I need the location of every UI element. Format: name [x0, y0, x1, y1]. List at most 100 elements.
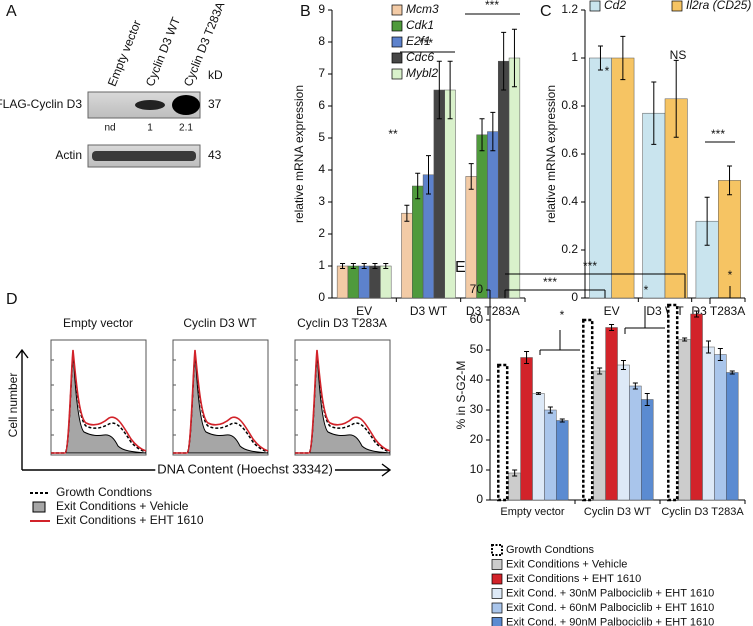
error-bar	[512, 469, 518, 477]
error-bar	[372, 262, 378, 270]
error-bar	[705, 340, 711, 354]
y-axis-label: % in S-G2-M	[454, 361, 468, 430]
annotation: *	[605, 64, 610, 78]
error-bar	[717, 348, 723, 361]
legend-label: Exit Cond. + 90nM Palbociclib + EHT 1610	[506, 616, 714, 626]
bar	[508, 472, 521, 501]
legend-swatch	[391, 4, 403, 16]
panel-label: B	[300, 3, 311, 20]
annotation: *	[644, 283, 649, 297]
bar	[690, 313, 703, 501]
row-label: Actin	[55, 148, 82, 162]
bar	[336, 265, 349, 299]
x-tick-label: D3 WT	[646, 304, 684, 318]
legend-swatch	[391, 20, 403, 32]
annotation: NS	[670, 48, 687, 62]
error-bar	[547, 406, 553, 414]
lane-label: Cyclin D3 WT	[143, 14, 184, 88]
y-tick-label: 0	[318, 290, 325, 304]
bar	[433, 89, 445, 299]
error-bar	[404, 204, 410, 222]
y-tick-label: 1.2	[561, 2, 578, 16]
y-axis-label: relative mRNA expression	[292, 85, 306, 223]
error-bar	[524, 351, 530, 364]
histogram-title: Cyclin D3 WT	[183, 316, 257, 330]
y-tick-label: 1	[318, 258, 325, 272]
legend-label: Mybl2	[406, 66, 438, 80]
quant: nd	[104, 123, 115, 134]
y-tick-label: 0.8	[561, 98, 578, 112]
bar	[508, 57, 521, 299]
bar	[401, 212, 413, 299]
legend-swatch	[491, 544, 503, 556]
unit-label: kD	[208, 68, 223, 82]
error-bar	[350, 262, 356, 270]
y-tick-label: 0.2	[561, 242, 578, 256]
histogram-title: Empty vector	[63, 316, 133, 330]
bar	[497, 363, 509, 502]
band	[135, 100, 165, 110]
error-bar	[620, 35, 626, 81]
bar	[465, 176, 477, 299]
error-bar	[535, 392, 541, 395]
error-bar	[673, 59, 679, 138]
error-bar	[415, 172, 421, 200]
y-tick-label: 8	[318, 34, 325, 48]
legend-swatch	[491, 573, 503, 585]
bar	[380, 265, 392, 299]
legend-swatch	[589, 0, 601, 12]
panel-label: C	[540, 3, 552, 20]
bar	[714, 354, 727, 501]
legend-label: Cdc6	[406, 50, 434, 64]
bar	[520, 357, 533, 501]
panel-label: A	[6, 3, 17, 20]
error-bar	[597, 45, 603, 71]
quant: 1	[147, 123, 153, 134]
error-bar	[511, 28, 517, 88]
bar	[544, 409, 557, 501]
y-tick-label: 7	[318, 66, 325, 80]
y-axis-label: relative mRNA expression	[544, 85, 558, 223]
legend-label: Mcm3	[406, 2, 439, 16]
bar	[358, 265, 370, 299]
y-tick-label: 20	[470, 432, 484, 446]
bar	[582, 318, 594, 502]
error-bar	[383, 262, 389, 270]
y-tick-label: 0.4	[561, 194, 578, 208]
legend-swatch	[491, 559, 503, 570]
bar	[556, 420, 569, 501]
y-tick-label: 10	[470, 462, 484, 476]
x-tick-label: EV	[356, 304, 372, 318]
y-tick-label: 70	[470, 282, 484, 296]
bar	[611, 57, 635, 299]
bar	[678, 339, 691, 501]
legend-label: E2f1	[406, 34, 431, 48]
error-bar	[727, 165, 733, 196]
band	[92, 151, 196, 161]
histogram	[50, 339, 147, 456]
legend-label: Exit Conditions + EHT 1610	[56, 513, 204, 527]
y-tick-label: 4	[318, 162, 325, 176]
bar	[593, 370, 606, 501]
x-tick-label: Cyclin D3 WT	[584, 506, 652, 518]
legend-swatch	[391, 36, 403, 48]
x-axis-label: DNA Content (Hoechst 33342)	[157, 461, 333, 476]
y-tick-label: 50	[470, 342, 484, 356]
lane-label: Empty vector	[105, 18, 144, 88]
bar	[532, 393, 545, 501]
error-bar	[597, 367, 603, 375]
y-tick-label: 1	[571, 50, 578, 64]
y-tick-label: 0	[571, 290, 578, 304]
x-tick-label: EV	[604, 304, 620, 318]
error-bar	[682, 337, 688, 342]
y-tick-label: 9	[318, 2, 325, 16]
legend-label: Growth Condtions	[506, 544, 595, 556]
legend-swatch	[671, 0, 683, 12]
legend-label: Exit Cond. + 60nM Palbociclib + EHT 1610	[506, 602, 714, 614]
error-bar	[490, 111, 496, 152]
quant: 2.1	[179, 123, 193, 134]
row-label: FLAG-Cyclin D3	[0, 97, 82, 111]
band	[172, 95, 200, 115]
legend-swatch	[491, 602, 503, 614]
panel-label: E	[455, 259, 466, 276]
